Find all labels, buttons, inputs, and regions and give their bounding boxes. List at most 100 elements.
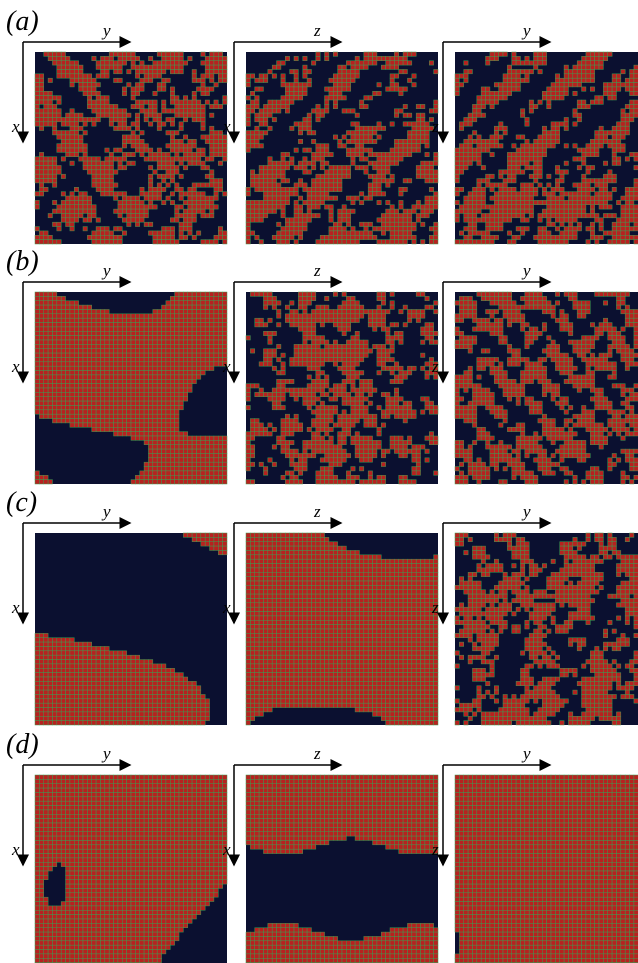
cell — [351, 109, 355, 113]
cell — [503, 52, 507, 56]
cell — [599, 227, 603, 231]
cell — [246, 218, 250, 222]
figure: (a)yxzxyz(b)yxzxyz(c)yxzxyz(d)yxzxyz — [0, 0, 638, 963]
cell — [325, 170, 329, 174]
cell — [192, 74, 196, 78]
cell — [346, 209, 350, 213]
cell — [582, 200, 586, 204]
cell — [52, 174, 56, 178]
cell — [625, 122, 629, 126]
cell — [57, 144, 61, 148]
cell — [39, 240, 43, 244]
cell — [48, 235, 52, 239]
cell — [455, 187, 459, 191]
cell — [246, 109, 250, 113]
cell — [555, 131, 559, 135]
cell — [520, 109, 524, 113]
cell — [503, 96, 507, 100]
cell — [52, 113, 56, 117]
cell — [35, 117, 39, 121]
cell — [621, 235, 625, 239]
cell — [616, 222, 620, 226]
cell — [520, 213, 524, 217]
cell — [529, 213, 533, 217]
cell — [568, 235, 572, 239]
cell — [114, 69, 118, 73]
cell — [316, 200, 320, 204]
cell — [140, 139, 144, 143]
cell — [582, 196, 586, 200]
cell — [342, 83, 346, 87]
cell — [630, 213, 634, 217]
cell — [35, 161, 39, 165]
cell — [218, 65, 222, 69]
cell — [127, 200, 131, 204]
cell — [481, 165, 485, 169]
cell — [109, 231, 113, 235]
cell — [135, 135, 139, 139]
cell — [399, 61, 403, 65]
cell — [255, 209, 259, 213]
cell — [595, 56, 599, 60]
cell — [57, 209, 61, 213]
cell — [364, 165, 368, 169]
cell — [61, 218, 65, 222]
cell — [214, 187, 218, 191]
cell — [355, 74, 359, 78]
cell — [277, 222, 281, 226]
cell — [39, 292, 43, 296]
cell — [61, 52, 65, 56]
cell — [92, 117, 96, 121]
cell — [66, 314, 70, 318]
cell — [399, 152, 403, 156]
cell — [547, 231, 551, 235]
cell — [590, 52, 594, 56]
cell — [520, 187, 524, 191]
cell — [44, 292, 48, 296]
cell — [294, 183, 298, 187]
cell — [311, 161, 315, 165]
cell — [512, 209, 516, 213]
cell — [373, 179, 377, 183]
cell — [170, 139, 174, 143]
cell — [325, 174, 329, 178]
cell — [534, 235, 538, 239]
cell — [127, 56, 131, 60]
cell — [39, 323, 43, 327]
cell — [455, 152, 459, 156]
cell — [250, 183, 254, 187]
cell — [175, 183, 179, 187]
cell — [79, 196, 83, 200]
cell — [399, 144, 403, 148]
cell — [512, 205, 516, 209]
cell — [127, 314, 131, 318]
cell — [205, 183, 209, 187]
cell — [303, 91, 307, 95]
cell — [272, 183, 276, 187]
cell — [218, 74, 222, 78]
cell — [560, 218, 564, 222]
cell — [525, 200, 529, 204]
cell — [144, 318, 148, 322]
cell — [525, 78, 529, 82]
cell — [390, 209, 394, 213]
cell — [329, 213, 333, 217]
cell — [320, 192, 324, 196]
cell — [359, 104, 363, 108]
cell — [109, 56, 113, 60]
cell — [294, 213, 298, 217]
cell — [599, 187, 603, 191]
cell — [57, 222, 61, 226]
cell — [48, 109, 52, 113]
cell — [210, 126, 214, 130]
cell — [96, 309, 100, 313]
cell — [188, 309, 192, 313]
cell — [416, 174, 420, 178]
cell — [66, 200, 70, 204]
cell — [175, 152, 179, 156]
cell — [87, 100, 91, 104]
cell — [316, 117, 320, 121]
cell — [246, 96, 250, 100]
cell — [386, 200, 390, 204]
cell — [87, 314, 91, 318]
